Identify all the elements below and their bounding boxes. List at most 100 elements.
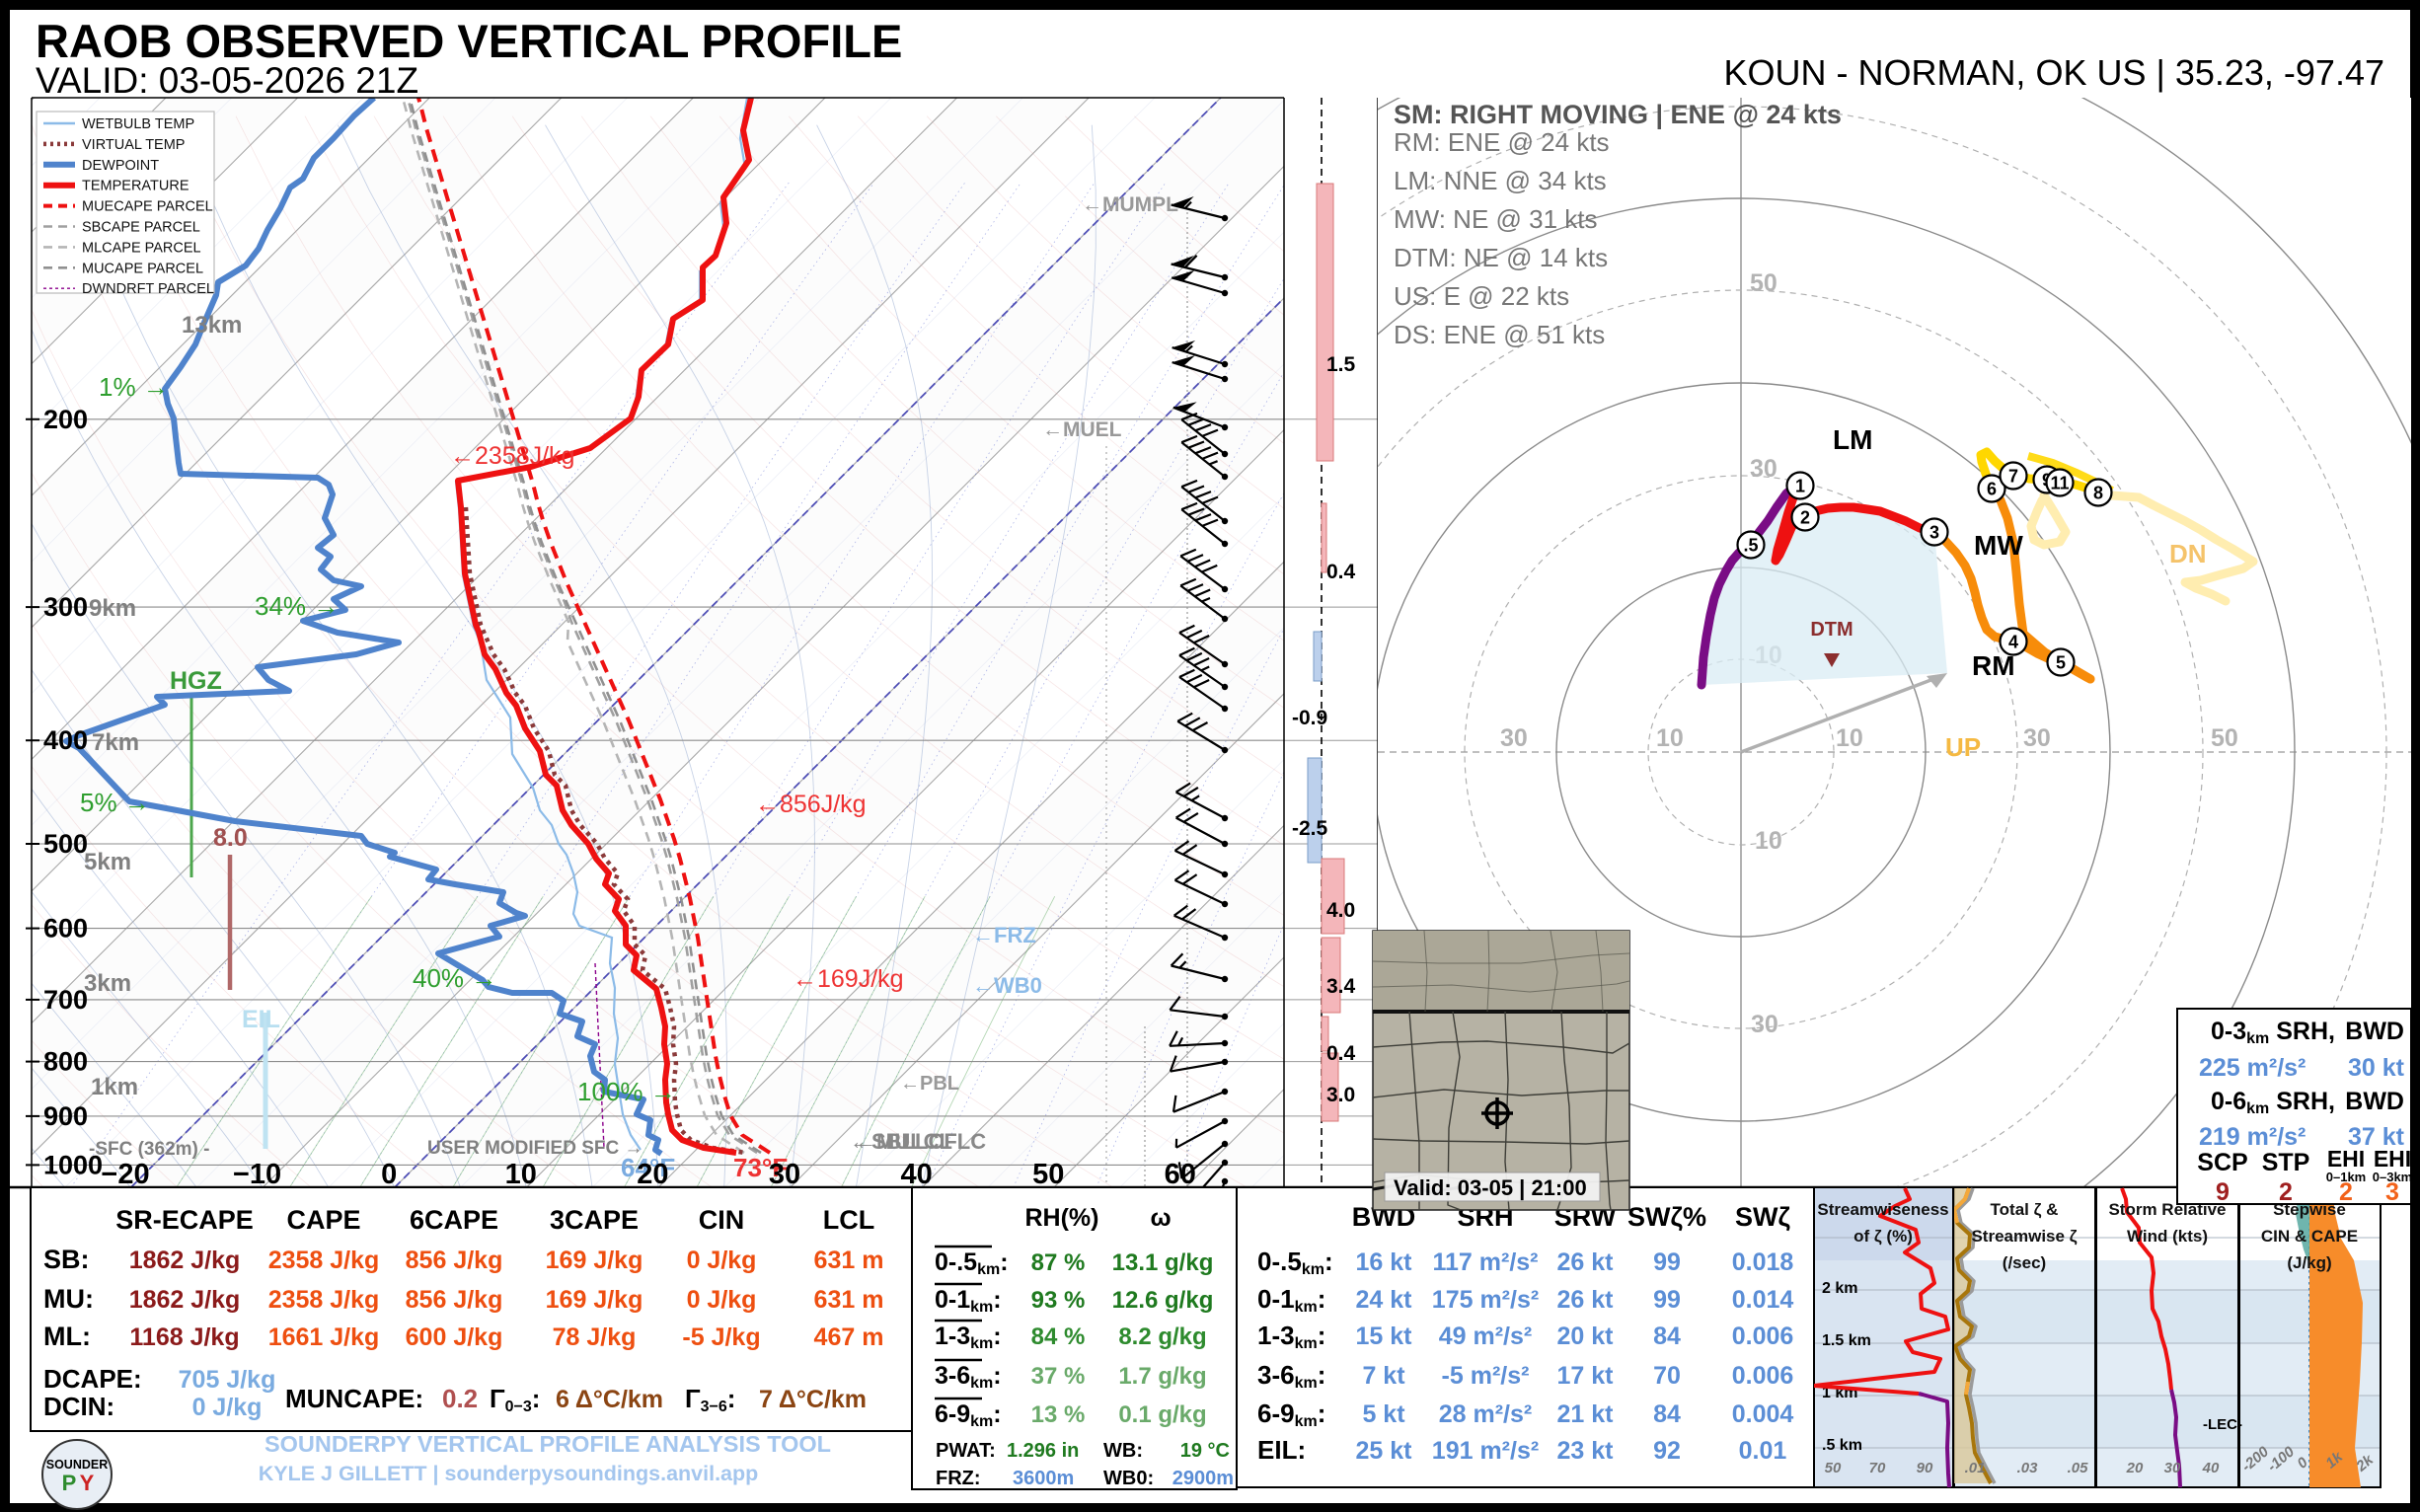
svg-text:117 m²/s²: 117 m²/s²: [1432, 1248, 1538, 1276]
svg-text:90: 90: [1917, 1460, 1933, 1476]
svg-text:24 kt: 24 kt: [1356, 1286, 1413, 1314]
svg-text:13.1 g/kg: 13.1 g/kg: [1112, 1249, 1214, 1276]
svg-text:←169J/kg: ←169J/kg: [793, 965, 904, 993]
svg-text:VALID: 03-05-2026 21Z: VALID: 03-05-2026 21Z: [36, 60, 418, 101]
svg-text:(/sec): (/sec): [2003, 1253, 2046, 1272]
svg-text:200: 200: [43, 405, 88, 434]
svg-text:0 J/kg: 0 J/kg: [687, 1286, 757, 1314]
svg-text:(J/kg): (J/kg): [2287, 1253, 2331, 1272]
svg-text:0–3km: 0–3km: [2373, 1170, 2412, 1184]
svg-text:0.4: 0.4: [1326, 561, 1356, 583]
svg-text:50: 50: [1032, 1159, 1064, 1190]
svg-text:93 %: 93 %: [1031, 1287, 1086, 1314]
svg-text:1% →: 1% →: [99, 372, 169, 402]
svg-text:49 m²/s²: 49 m²/s²: [1439, 1323, 1532, 1350]
svg-text:1.5 km: 1.5 km: [1822, 1332, 1871, 1349]
svg-text:←FRZ: ←FRZ: [972, 923, 1036, 947]
svg-text:RAOB OBSERVED VERTICAL PROFILE: RAOB OBSERVED VERTICAL PROFILE: [36, 15, 902, 67]
svg-text:0.018: 0.018: [1732, 1248, 1794, 1276]
svg-text:BWD: BWD: [2345, 1018, 2404, 1045]
svg-text:−10: −10: [233, 1159, 281, 1190]
svg-text:0.4: 0.4: [1326, 1042, 1356, 1065]
svg-text:26 kt: 26 kt: [1557, 1248, 1615, 1276]
svg-text:37 %: 37 %: [1031, 1363, 1086, 1390]
svg-text:WETBULB TEMP: WETBULB TEMP: [82, 116, 194, 132]
svg-text:10: 10: [505, 1159, 537, 1190]
svg-text:MUNCAPE:: MUNCAPE:: [285, 1384, 423, 1413]
svg-text:SCP: SCP: [2197, 1149, 2247, 1176]
svg-text:SB:: SB:: [43, 1245, 90, 1274]
svg-text:2: 2: [1800, 508, 1810, 528]
svg-text:1661 J/kg: 1661 J/kg: [268, 1323, 380, 1351]
svg-text:DTM: NE @ 14 kts: DTM: NE @ 14 kts: [1394, 243, 1608, 272]
svg-text:21 kt: 21 kt: [1557, 1400, 1615, 1428]
svg-text:84: 84: [1653, 1400, 1681, 1428]
svg-text:VIRTUAL TEMP: VIRTUAL TEMP: [82, 137, 185, 153]
svg-text:DWNDRFT PARCEL: DWNDRFT PARCEL: [82, 281, 214, 297]
svg-text:20: 20: [637, 1159, 668, 1190]
svg-text:DCIN:: DCIN:: [43, 1392, 114, 1421]
svg-text:10: 10: [1755, 827, 1782, 855]
svg-text:2900m: 2900m: [1172, 1468, 1234, 1489]
svg-text:0.01: 0.01: [1739, 1437, 1787, 1465]
svg-text:191 m²/s²: 191 m²/s²: [1432, 1437, 1539, 1465]
svg-text:SBCAPE PARCEL: SBCAPE PARCEL: [82, 220, 200, 236]
svg-text:631 m: 631 m: [814, 1286, 884, 1314]
svg-text:12.6 g/kg: 12.6 g/kg: [1112, 1287, 1214, 1314]
svg-text:RH(%): RH(%): [1025, 1204, 1099, 1232]
svg-text:SOUNDERPY VERTICAL PROFILE ANA: SOUNDERPY VERTICAL PROFILE ANALYSIS TOOL: [265, 1431, 831, 1457]
svg-text:←2358J/kg: ←2358J/kg: [450, 442, 574, 470]
svg-text:856 J/kg: 856 J/kg: [406, 1286, 503, 1314]
svg-text:37 kt: 37 kt: [2348, 1123, 2405, 1151]
svg-text:←MUEL: ←MUEL: [1042, 418, 1122, 441]
svg-text:DN: DN: [2169, 539, 2207, 568]
svg-text:1-3km:: 1-3km:: [935, 1323, 1002, 1352]
svg-text:169 J/kg: 169 J/kg: [546, 1247, 643, 1274]
svg-text:10: 10: [1656, 724, 1684, 752]
svg-text:7 kt: 7 kt: [1362, 1362, 1405, 1390]
svg-text:FRZ:: FRZ:: [936, 1468, 981, 1489]
svg-text:1: 1: [1795, 477, 1805, 496]
svg-text:600 J/kg: 600 J/kg: [406, 1323, 503, 1351]
svg-text:0 J/kg: 0 J/kg: [192, 1394, 263, 1421]
svg-text:WB:: WB:: [1103, 1440, 1143, 1462]
svg-text:1km: 1km: [91, 1074, 138, 1100]
svg-text:64°F: 64°F: [621, 1153, 675, 1182]
svg-text:MW: NE @ 31 kts: MW: NE @ 31 kts: [1394, 204, 1598, 234]
svg-text:78 J/kg: 78 J/kg: [553, 1323, 637, 1351]
svg-text:600: 600: [43, 914, 88, 944]
svg-text:Wind (kts): Wind (kts): [2127, 1227, 2208, 1246]
svg-text:0.006: 0.006: [1732, 1323, 1794, 1350]
svg-text:RM: RM: [1972, 650, 2015, 681]
svg-text:6 Δ°C/km: 6 Δ°C/km: [556, 1386, 663, 1413]
svg-text:30 kt: 30 kt: [2348, 1054, 2405, 1082]
svg-text:0.2: 0.2: [442, 1384, 478, 1413]
svg-text:99: 99: [1653, 1248, 1681, 1276]
svg-text:MW: MW: [1974, 530, 2023, 561]
svg-text:.5 km: .5 km: [1822, 1437, 1862, 1454]
svg-text:1862 J/kg: 1862 J/kg: [129, 1286, 241, 1314]
svg-text:26 kt: 26 kt: [1557, 1286, 1615, 1314]
svg-text:20 kt: 20 kt: [1557, 1323, 1615, 1350]
svg-text:705 J/kg: 705 J/kg: [179, 1366, 276, 1394]
svg-text:5: 5: [2056, 653, 2066, 673]
svg-text:6CAPE: 6CAPE: [410, 1205, 498, 1235]
svg-text:100% →: 100% →: [577, 1077, 676, 1106]
svg-text:CAPE: CAPE: [286, 1205, 360, 1235]
svg-text:2: 2: [2339, 1178, 2353, 1206]
svg-text:-SFC (362m) -: -SFC (362m) -: [89, 1139, 209, 1160]
svg-text:UP: UP: [1945, 732, 1981, 762]
svg-text:8.0: 8.0: [213, 824, 248, 852]
svg-text:84 %: 84 %: [1031, 1323, 1086, 1350]
svg-text:ML:: ML:: [43, 1322, 91, 1351]
svg-text:US: E @ 22 kts: US: E @ 22 kts: [1394, 281, 1569, 311]
svg-text:EIL: EIL: [242, 1006, 280, 1033]
svg-text:DCAPE:: DCAPE:: [43, 1364, 142, 1394]
svg-text:6: 6: [1987, 480, 1997, 499]
svg-text:DS: ENE @ 51 kts: DS: ENE @ 51 kts: [1394, 320, 1605, 349]
svg-text:USER MODIFIED SFC →: USER MODIFIED SFC →: [427, 1138, 643, 1159]
svg-text:2 km: 2 km: [1822, 1280, 1857, 1297]
svg-text:P: P: [62, 1471, 77, 1495]
svg-text:16 kt: 16 kt: [1356, 1248, 1413, 1276]
svg-text:KOUN - NORMAN, OK US | 35.23,: KOUN - NORMAN, OK US | 35.23, -97.47: [1723, 52, 2384, 93]
